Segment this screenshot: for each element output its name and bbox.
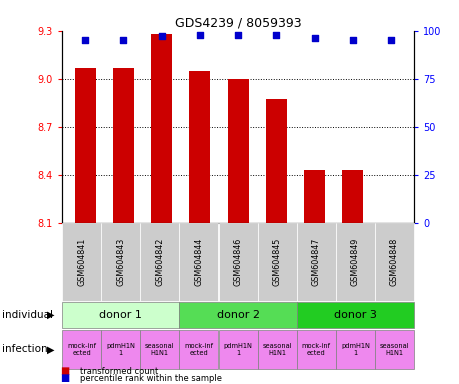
Text: ■: ■	[60, 366, 69, 376]
Point	[196, 31, 203, 38]
Text: mock-inf
ected: mock-inf ected	[67, 343, 96, 356]
Text: GSM604843: GSM604843	[116, 238, 125, 286]
Text: GSM604847: GSM604847	[311, 238, 320, 286]
Bar	[151, 34, 172, 223]
Text: GSM604846: GSM604846	[233, 238, 242, 286]
Point	[157, 33, 165, 40]
Text: seasonal
H1N1: seasonal H1N1	[379, 343, 409, 356]
Point	[81, 37, 89, 43]
Text: pdmH1N
1: pdmH1N 1	[340, 343, 369, 356]
Bar	[189, 71, 210, 223]
Text: individual: individual	[2, 310, 53, 320]
Bar	[227, 79, 248, 223]
Point	[386, 37, 394, 43]
Bar	[112, 68, 134, 223]
Point	[234, 31, 241, 38]
Text: GSM604848: GSM604848	[389, 238, 398, 286]
Point	[119, 37, 127, 43]
Point	[310, 35, 318, 41]
Text: transformed count: transformed count	[80, 367, 158, 376]
Text: ▶: ▶	[47, 344, 54, 354]
Title: GDS4239 / 8059393: GDS4239 / 8059393	[174, 17, 301, 30]
Text: GSM604844: GSM604844	[194, 238, 203, 286]
Text: GSM604845: GSM604845	[272, 238, 281, 286]
Text: pdmH1N
1: pdmH1N 1	[106, 343, 135, 356]
Text: donor 1: donor 1	[99, 310, 142, 320]
Text: ■: ■	[60, 373, 69, 383]
Text: seasonal
H1N1: seasonal H1N1	[262, 343, 291, 356]
Bar	[74, 68, 95, 223]
Text: donor 2: donor 2	[216, 310, 259, 320]
Point	[348, 37, 356, 43]
Text: GSM604842: GSM604842	[155, 238, 164, 286]
Bar	[341, 170, 363, 223]
Text: GSM604841: GSM604841	[77, 238, 86, 286]
Text: percentile rank within the sample: percentile rank within the sample	[80, 374, 222, 383]
Text: ▶: ▶	[47, 310, 54, 320]
Text: seasonal
H1N1: seasonal H1N1	[145, 343, 174, 356]
Text: infection: infection	[2, 344, 48, 354]
Text: GSM604849: GSM604849	[350, 238, 359, 286]
Bar	[303, 170, 325, 223]
Text: pdmH1N
1: pdmH1N 1	[223, 343, 252, 356]
Text: donor 3: donor 3	[333, 310, 376, 320]
Text: mock-inf
ected: mock-inf ected	[301, 343, 330, 356]
Bar	[265, 99, 286, 223]
Point	[272, 31, 280, 38]
Text: mock-inf
ected: mock-inf ected	[184, 343, 213, 356]
